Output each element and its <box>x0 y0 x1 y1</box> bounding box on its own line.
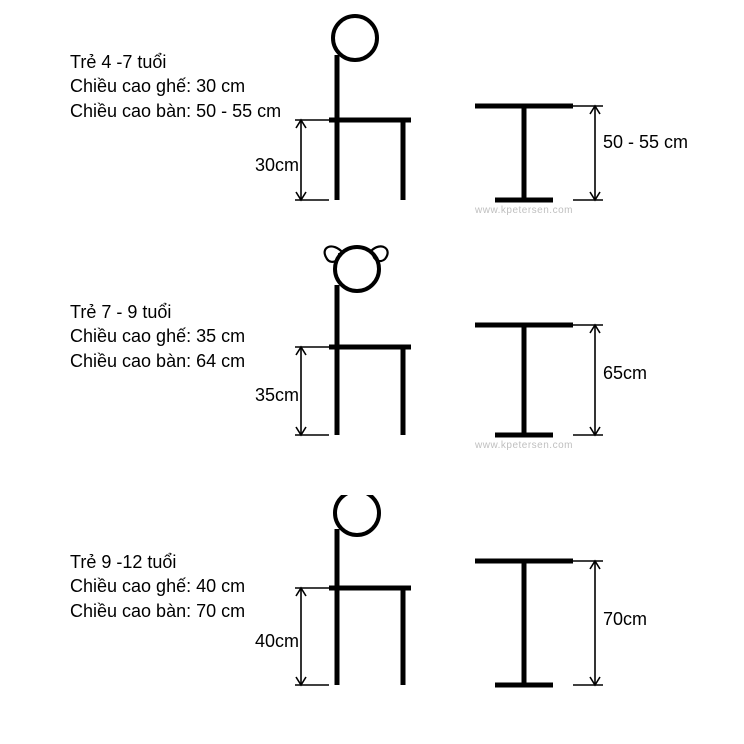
row-age-7-9: Trẻ 7 - 9 tuổi Chiều cao ghế: 35 cm Chiề… <box>0 245 744 475</box>
figure <box>285 495 725 725</box>
chair-dim: 35cm <box>255 385 299 406</box>
table-dim: 70cm <box>603 609 647 630</box>
row-age-9-12: Trẻ 9 -12 tuổi Chiều cao ghế: 40 cm Chiề… <box>0 495 744 725</box>
chair-label: Chiều cao ghế: 30 cm <box>70 74 281 98</box>
chair-label: Chiều cao ghế: 35 cm <box>70 324 245 348</box>
chair-dim: 30cm <box>255 155 299 176</box>
table-dim: 65cm <box>603 363 647 384</box>
table-label: Chiều cao bàn: 64 cm <box>70 349 245 373</box>
age-label: Trẻ 4 -7 tuổi <box>70 50 281 74</box>
row-age-4-7: Trẻ 4 -7 tuổi Chiều cao ghế: 30 cm Chiều… <box>0 10 744 240</box>
watermark: www.kpetersen.com <box>475 440 573 451</box>
table-label: Chiều cao bàn: 50 - 55 cm <box>70 99 281 123</box>
spec-text: Trẻ 9 -12 tuổi Chiều cao ghế: 40 cm Chiề… <box>70 550 245 623</box>
age-label: Trẻ 7 - 9 tuổi <box>70 300 245 324</box>
table-dim: 50 - 55 cm <box>603 132 688 153</box>
page: Trẻ 4 -7 tuổi Chiều cao ghế: 30 cm Chiều… <box>0 0 744 744</box>
spec-text: Trẻ 7 - 9 tuổi Chiều cao ghế: 35 cm Chiề… <box>70 300 245 373</box>
chair-label: Chiều cao ghế: 40 cm <box>70 574 245 598</box>
age-label: Trẻ 9 -12 tuổi <box>70 550 245 574</box>
watermark: www.kpetersen.com <box>475 205 573 216</box>
table-label: Chiều cao bàn: 70 cm <box>70 599 245 623</box>
chair-dim: 40cm <box>255 631 299 652</box>
spec-text: Trẻ 4 -7 tuổi Chiều cao ghế: 30 cm Chiều… <box>70 50 281 123</box>
